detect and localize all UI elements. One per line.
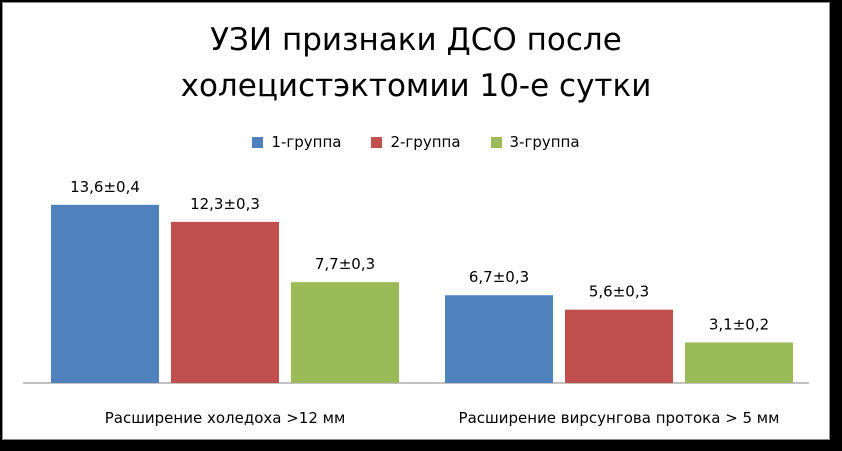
category-label-2: Расширение вирсунгова протока > 5 мм [459, 409, 780, 427]
bar-2-category-2 [565, 309, 673, 383]
data-label-2-category-2: 5,6±0,3 [589, 283, 649, 301]
chart-title-line-2: холецистэктомии 10-е сутки [180, 68, 652, 104]
legend-item-group-2: 2-группа [371, 133, 461, 151]
bar-1-category-1 [51, 204, 159, 383]
chart-frame: УЗИ признаки ДСО после холецистэктомии 1… [2, 2, 830, 440]
legend-swatch-group-3 [490, 136, 502, 148]
data-label-3-category-1: 7,7±0,3 [315, 255, 375, 273]
chart-title: УЗИ признаки ДСО после холецистэктомии 1… [3, 17, 829, 109]
chart-legend: 1-группа 2-группа 3-группа [3, 133, 829, 151]
chart-plot-area: 13,6±0,4 12,3±0,3 7,7±0,3 Расширение холедо… [23, 178, 809, 427]
legend-label-group-1: 1-группа [271, 133, 342, 151]
bar-2-category-1 [171, 221, 279, 383]
bar-3-category-2 [685, 342, 793, 383]
data-label-1-category-2: 6,7±0,3 [469, 268, 529, 286]
category-label-1: Расширение холедоха >12 мм [105, 409, 346, 427]
legend-label-group-2: 2-группа [390, 133, 461, 151]
legend-item-group-1: 1-группа [252, 133, 341, 151]
legend-item-group-3: 3-группа [490, 133, 580, 151]
bar-1-category-2 [445, 295, 553, 383]
data-label-3-category-2: 3,1±0,2 [709, 315, 769, 333]
legend-swatch-group-1 [252, 136, 264, 148]
data-label-1-category-1: 13,6±0,4 [70, 178, 140, 196]
bar-3-category-1 [291, 282, 399, 383]
legend-label-group-3: 3-группа [509, 133, 580, 151]
data-label-2-category-1: 12,3±0,3 [190, 195, 260, 213]
chart-title-line-1: УЗИ признаки ДСО после [210, 22, 622, 58]
legend-swatch-group-2 [371, 136, 383, 148]
